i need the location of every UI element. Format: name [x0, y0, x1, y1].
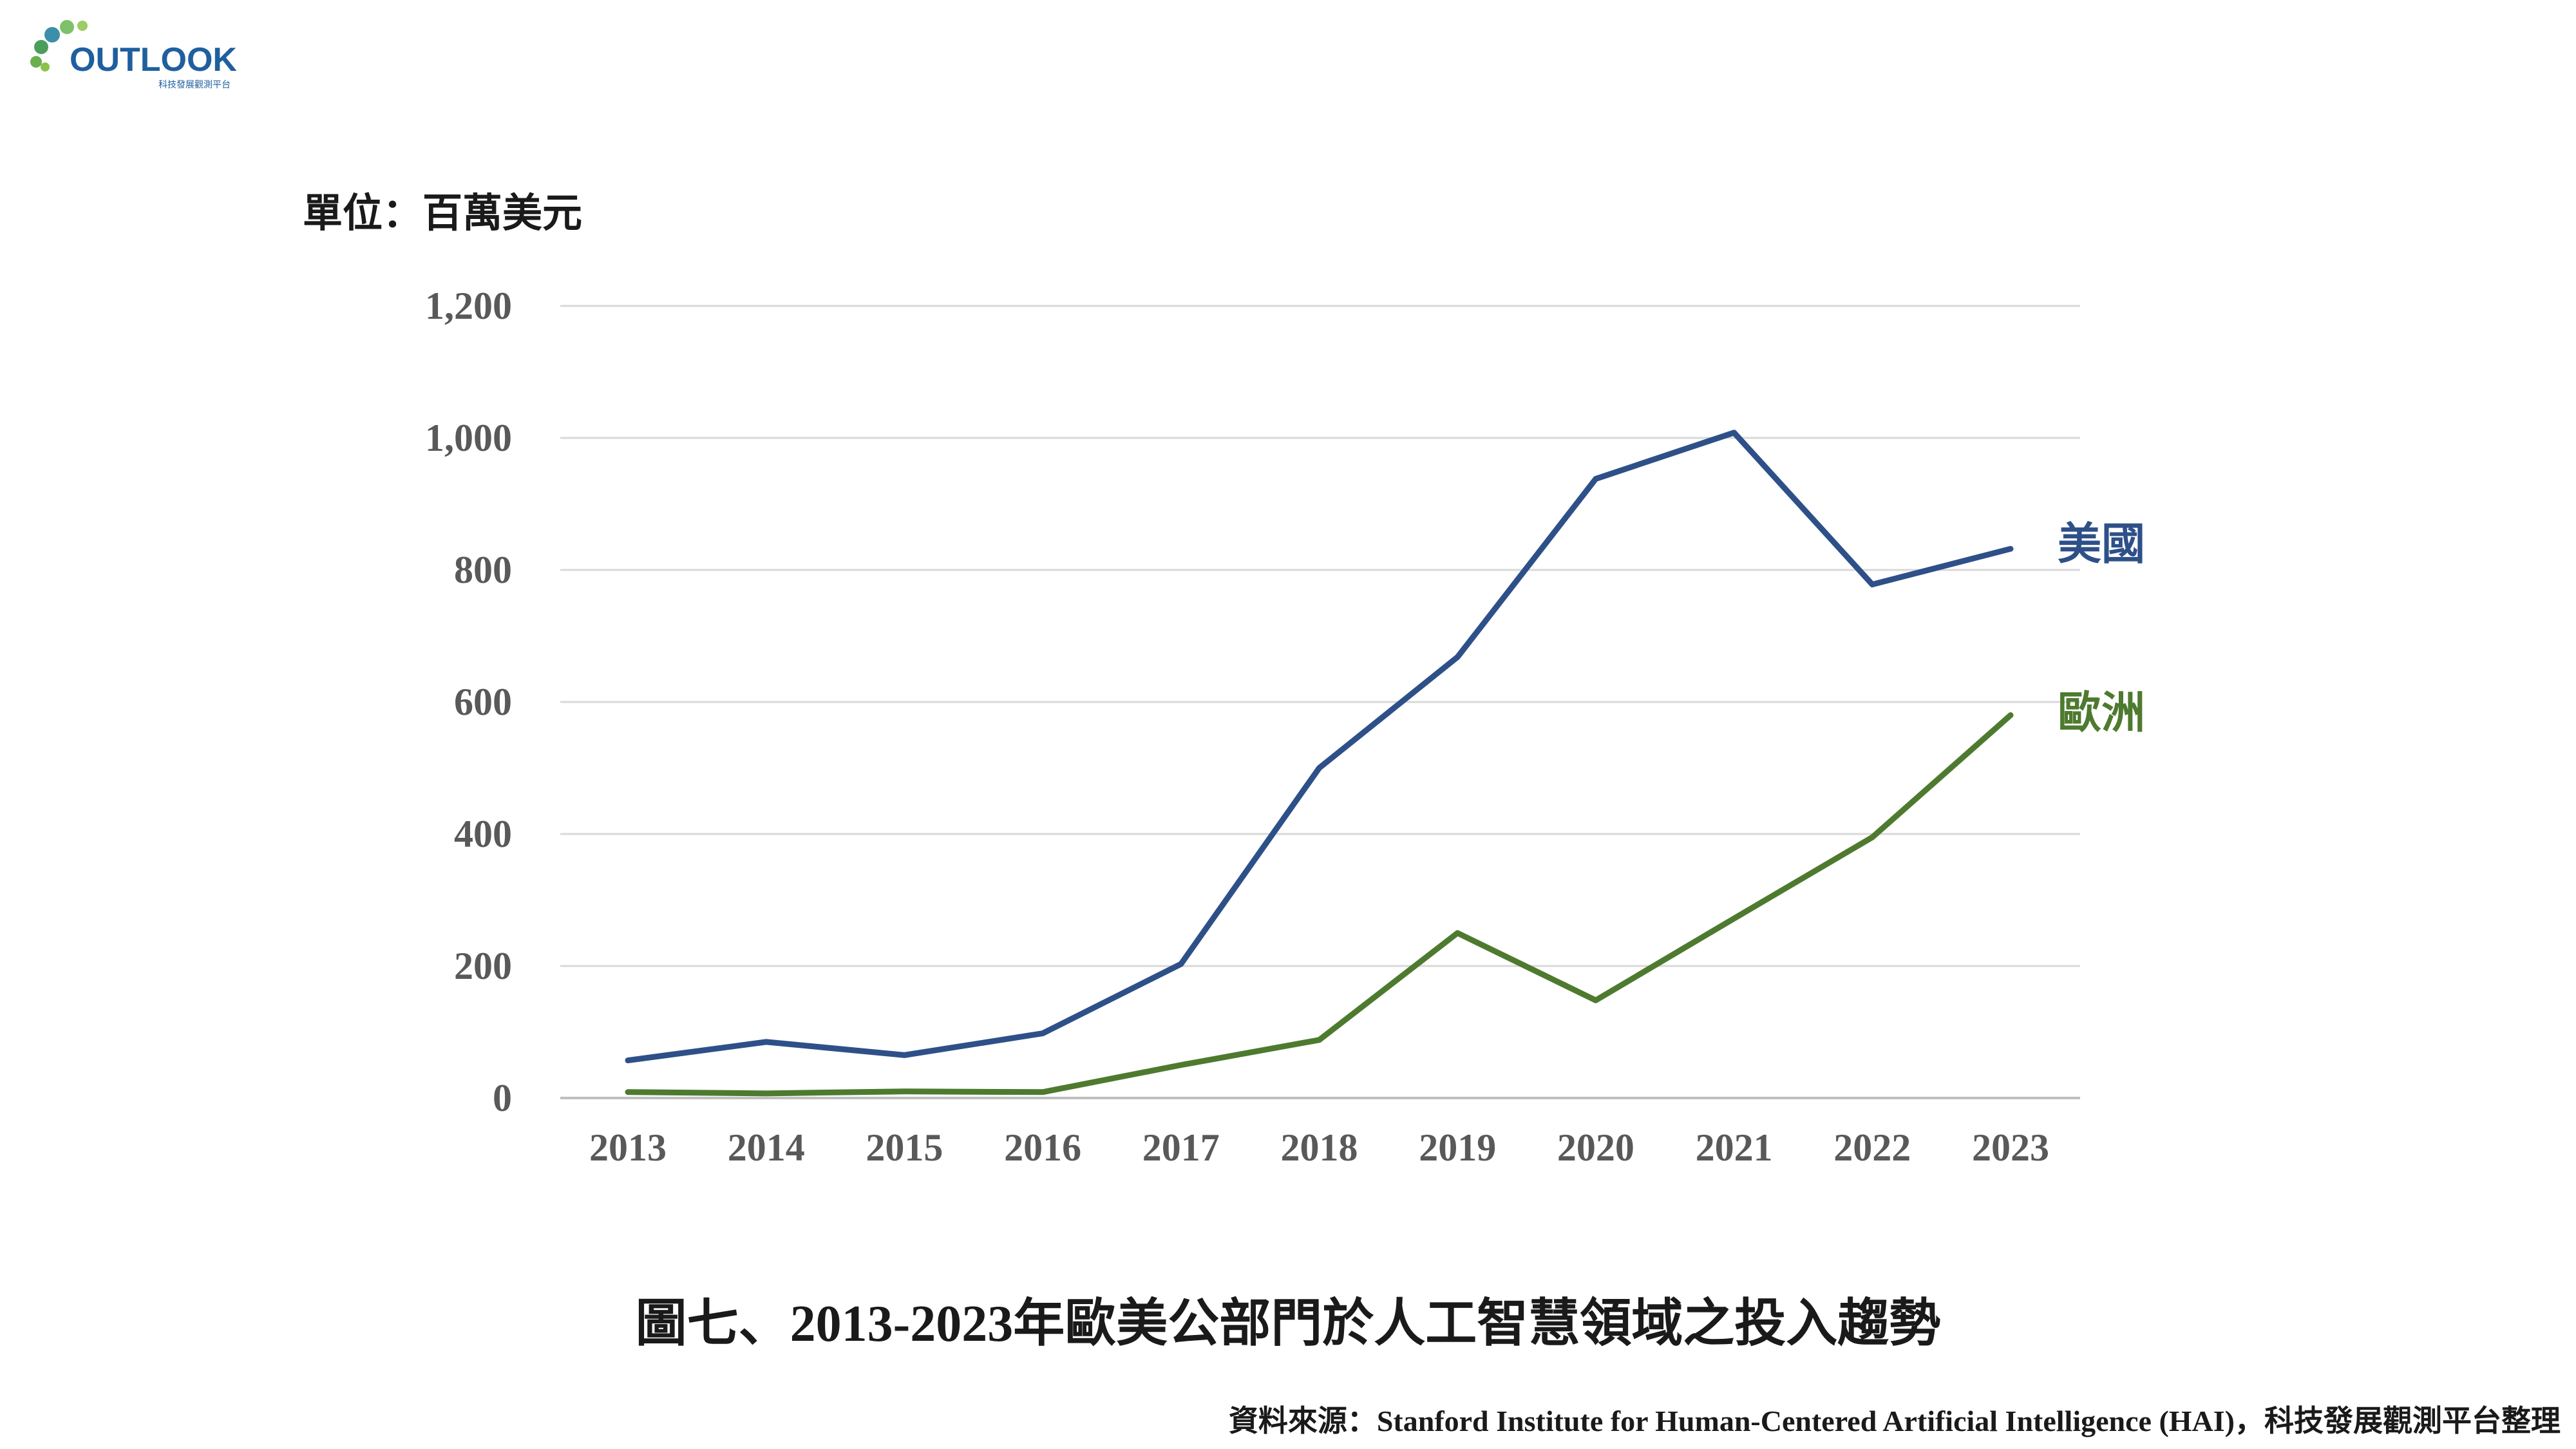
outlook-logo: OUTLOOK 科技發展觀測平台: [23, 12, 255, 90]
chart-caption: 圖七、2013-2023年歐美公部門於人工智慧領域之投入趨勢: [635, 1296, 1941, 1352]
y-tick-label-400: 400: [454, 813, 512, 855]
y-tick-label-200: 200: [454, 945, 512, 987]
logo-brand-text: OUTLOOK: [70, 41, 237, 79]
unit-label: 單位：百萬美元: [303, 189, 583, 236]
x-tick-label-2016: 2016: [1004, 1126, 1081, 1169]
x-tick-label-2013: 2013: [589, 1126, 667, 1169]
gridlines: [560, 305, 2080, 1099]
x-tick-label-2019: 2019: [1419, 1126, 1496, 1169]
x-tick-label-2018: 2018: [1281, 1126, 1358, 1169]
y-tick-label-800: 800: [454, 549, 512, 591]
x-tick-label-2020: 2020: [1557, 1126, 1634, 1169]
y-axis-ticks: 0 200 400 600 800 1,000 1,200: [425, 285, 512, 1119]
x-tick-label-2015: 2015: [866, 1126, 943, 1169]
series-label-1: 歐洲: [2058, 688, 2145, 739]
series-lines: [625, 430, 2014, 1097]
outlook-logo-graphic: OUTLOOK 科技發展觀測平台: [30, 20, 237, 90]
x-tick-label-2023: 2023: [1972, 1126, 2049, 1169]
y-tick-label-600: 600: [454, 681, 512, 723]
y-tick-label-1200: 1,200: [425, 285, 512, 327]
source-note: 資料來源：Stanford Institute for Human-Center…: [1228, 1405, 2561, 1437]
x-tick-label-2014: 2014: [728, 1126, 805, 1169]
y-tick-label-0: 0: [493, 1077, 512, 1119]
series-label-0: 美國: [2058, 519, 2145, 570]
x-tick-label-2021: 2021: [1696, 1126, 1773, 1169]
x-tick-label-2022: 2022: [1833, 1126, 1911, 1169]
y-tick-label-1000: 1,000: [425, 417, 512, 459]
x-tick-label-2017: 2017: [1142, 1126, 1220, 1169]
x-axis-ticks: 2013 2014 2015 2016 2017 2018 2019 2020 2021 2022…: [589, 1126, 2049, 1169]
logo-subtitle-text: 科技發展觀測平台: [158, 80, 231, 89]
